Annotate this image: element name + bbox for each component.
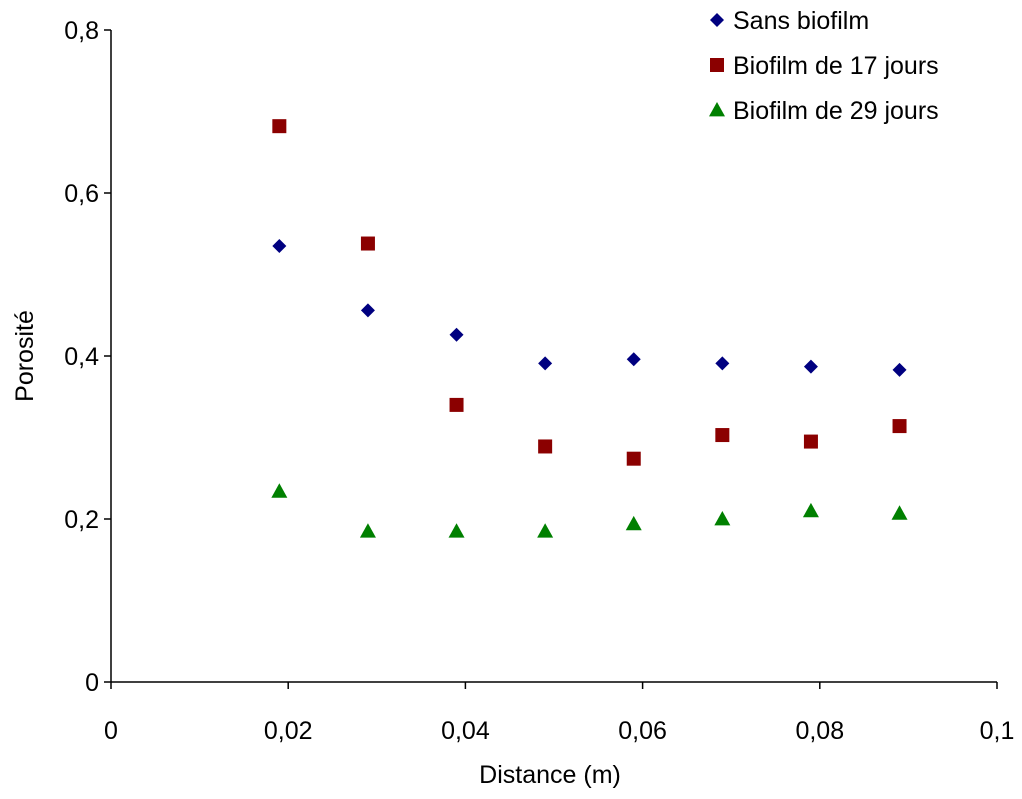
data-point <box>360 303 375 318</box>
y-tick-label: 0,2 <box>64 506 99 534</box>
series-diamond <box>272 238 907 377</box>
data-point <box>803 359 818 374</box>
x-tick-label: 0,02 <box>264 717 313 745</box>
x-tick-label: 0,06 <box>618 717 667 745</box>
x-tick-label: 0,04 <box>441 717 490 745</box>
data-series <box>271 119 908 538</box>
y-tick-label: 0,8 <box>64 17 99 45</box>
x-axis-title: Distance (m) <box>479 761 621 789</box>
data-point <box>802 502 819 518</box>
x-tick-label: 0,1 <box>980 717 1015 745</box>
y-tick-label: 0 <box>85 669 99 697</box>
data-point <box>448 523 465 538</box>
legend: Sans biofilm Biofilm de 17 jours Biofilm d… <box>709 7 939 125</box>
data-point <box>538 356 553 371</box>
legend-item: Biofilm de 29 jours <box>709 97 939 125</box>
x-tick-label: 0 <box>104 717 118 745</box>
data-point <box>715 428 730 443</box>
data-point <box>538 439 553 454</box>
legend-marker <box>709 102 725 117</box>
legend-marker <box>710 58 724 72</box>
data-point <box>272 119 287 134</box>
data-point <box>449 397 464 412</box>
data-point <box>891 505 908 520</box>
legend-label: Biofilm de 17 jours <box>733 52 939 80</box>
data-point <box>271 483 288 498</box>
data-point <box>359 523 376 538</box>
data-point <box>892 362 907 377</box>
axes: 0 0,2 0,4 0,6 0,8 0 0,02 0,04 0,06 0,08 0,1 <box>64 17 1014 745</box>
data-point <box>715 356 730 371</box>
data-point <box>892 419 907 434</box>
y-tick-label: 0,4 <box>64 343 99 371</box>
data-point <box>714 511 731 526</box>
y-tick-label: 0,6 <box>64 180 99 208</box>
data-point <box>537 523 554 538</box>
data-point <box>360 236 375 251</box>
y-axis-title: Porosité <box>11 310 39 402</box>
legend-label: Biofilm de 29 jours <box>733 97 939 125</box>
data-point <box>803 434 818 449</box>
data-point <box>626 451 641 466</box>
series-triangle <box>271 483 908 538</box>
x-tick-label: 0,08 <box>795 717 844 745</box>
legend-item: Biofilm de 17 jours <box>710 52 939 80</box>
y-axis-ticks: 0 0,2 0,4 0,6 0,8 <box>64 17 111 697</box>
series-square <box>272 119 907 466</box>
data-point <box>449 327 464 342</box>
data-point <box>272 238 287 253</box>
data-point <box>625 515 642 531</box>
x-axis-ticks: 0 0,02 0,04 0,06 0,08 0,1 <box>104 682 1014 745</box>
legend-item: Sans biofilm <box>710 7 869 35</box>
legend-label: Sans biofilm <box>733 7 869 35</box>
legend-marker <box>710 13 724 27</box>
data-point <box>626 352 641 367</box>
